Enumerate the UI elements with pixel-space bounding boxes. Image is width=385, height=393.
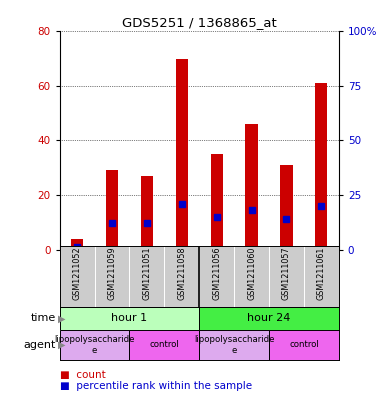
Text: control: control bbox=[289, 340, 319, 349]
Bar bbox=[199, 330, 269, 360]
Text: GSM1211052: GSM1211052 bbox=[73, 246, 82, 300]
Text: hour 1: hour 1 bbox=[111, 313, 147, 323]
Bar bbox=[176, 59, 188, 250]
Bar bbox=[199, 307, 339, 330]
Text: lipopolysaccharide
e: lipopolysaccharide e bbox=[54, 335, 135, 354]
Bar bbox=[60, 307, 199, 330]
Bar bbox=[106, 171, 118, 250]
Text: ■  percentile rank within the sample: ■ percentile rank within the sample bbox=[60, 381, 252, 391]
Text: GSM1211057: GSM1211057 bbox=[282, 246, 291, 300]
Bar bbox=[60, 330, 129, 360]
Bar bbox=[211, 154, 223, 250]
Text: GSM1211061: GSM1211061 bbox=[317, 246, 326, 300]
Text: GSM1211056: GSM1211056 bbox=[212, 246, 221, 300]
Text: ▶: ▶ bbox=[58, 340, 65, 350]
Bar bbox=[280, 165, 293, 250]
Text: control: control bbox=[149, 340, 179, 349]
Text: GSM1211051: GSM1211051 bbox=[142, 246, 151, 300]
Text: time: time bbox=[30, 313, 56, 323]
Text: ▶: ▶ bbox=[58, 313, 65, 323]
Text: ■  count: ■ count bbox=[60, 370, 105, 380]
Text: GSM1211060: GSM1211060 bbox=[247, 246, 256, 300]
Bar bbox=[246, 124, 258, 250]
Bar bbox=[129, 330, 199, 360]
Text: GSM1211059: GSM1211059 bbox=[107, 246, 117, 300]
Text: agent: agent bbox=[23, 340, 56, 350]
Bar bbox=[269, 330, 339, 360]
Text: GSM1211058: GSM1211058 bbox=[177, 246, 186, 300]
Bar bbox=[71, 239, 83, 250]
Bar bbox=[141, 176, 153, 250]
Bar bbox=[315, 83, 328, 250]
Text: hour 24: hour 24 bbox=[247, 313, 291, 323]
Text: lipopolysaccharide
e: lipopolysaccharide e bbox=[194, 335, 275, 354]
Title: GDS5251 / 1368865_at: GDS5251 / 1368865_at bbox=[122, 16, 276, 29]
